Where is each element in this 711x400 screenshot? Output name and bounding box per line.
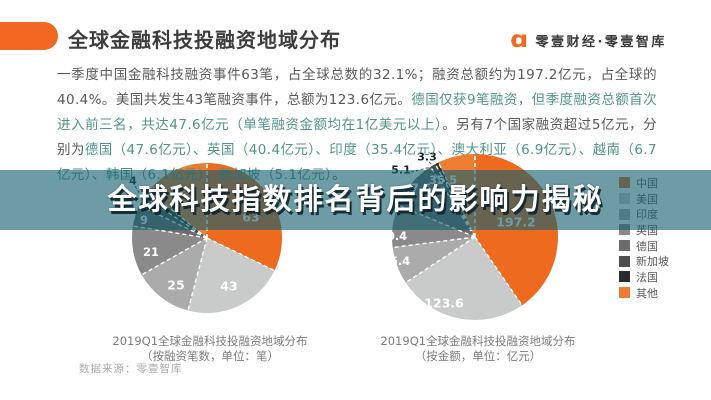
slice-divider: [187, 237, 208, 311]
legend-label: 其他: [636, 286, 658, 300]
legend-item: 其他: [619, 285, 669, 301]
legend-item: 新加坡: [619, 253, 669, 269]
pie-slice-印度: [392, 237, 475, 283]
header-bar: 全球金融科技投融资地域分布 ɑ 零壹财经·零壹智库: [0, 0, 711, 58]
pie-data-label: 25: [167, 278, 184, 293]
paragraph-text: 一季度中国金融科技融资事件63笔，占全球总数的32.1%；融资总额约为197.2…: [57, 67, 657, 108]
pie-data-label: 21: [143, 245, 159, 259]
pie-slice-印度: [141, 238, 207, 311]
legend-swatch: [619, 271, 630, 283]
right-chart-subtitle: （按金额，单位：亿元）: [414, 349, 542, 363]
pie-data-label: 3.3: [417, 151, 437, 164]
overlay-band: [0, 170, 711, 230]
right-chart-caption: 2019Q1全球金融科技投融资地域分布 （按金额，单位：亿元）: [358, 334, 598, 364]
overlay-headline: 全球科技指数排名背后的影响力揭秘: [107, 182, 604, 216]
page-title: 全球金融科技投融资地域分布: [68, 28, 341, 52]
legend-item: 德国: [619, 238, 669, 254]
left-chart-title: 2019Q1全球金融科技投融资地域分布: [112, 334, 308, 348]
brand-logo-icon: ɑ: [510, 27, 529, 53]
brand-lockup: ɑ 零壹财经·零壹智库: [510, 27, 667, 53]
legend-item: 法国: [619, 269, 669, 285]
data-source-note: 数据来源：零壹智库: [79, 363, 183, 375]
legend-label: 新加坡: [636, 255, 669, 269]
pie-data-label: 40.4: [379, 229, 407, 243]
legend-label: 德国: [636, 239, 658, 253]
legend-swatch: [619, 240, 630, 252]
brand-name: 零壹财经·零壹智库: [535, 34, 667, 50]
left-chart-caption: 2019Q1全球金融科技投融资地域分布 （按融资笔数，单位：笔）: [90, 334, 330, 364]
pie-data-label: 123.6: [424, 296, 464, 311]
pie-slice-英国: [132, 226, 207, 275]
pie-data-label: 35.4: [382, 254, 410, 268]
paragraph-highlight: 德国仅获9笔融资，但季度融资总额首次进入前三名，共达47.6亿元（单笔融资金额均…: [57, 92, 657, 133]
pie-slice-美国: [405, 237, 523, 321]
right-chart-title: 2019Q1全球金融科技投融资地域分布: [380, 334, 576, 348]
legend-swatch: [619, 287, 630, 299]
slice-divider: [132, 225, 208, 239]
legend-swatch: [619, 255, 630, 267]
pie-slice-美国: [187, 238, 275, 313]
legend-label: 法国: [636, 270, 658, 284]
label-leader-line: [428, 161, 437, 169]
title-accent-pill: [0, 22, 58, 50]
pie-data-label: 43: [220, 279, 237, 294]
slice-divider: [141, 237, 208, 276]
paragraph-text: 。另有7个国家融资超过5亿元，分别为: [57, 117, 657, 158]
label-leader-line: [410, 166, 432, 173]
left-chart-subtitle: （按融资笔数，单位：笔）: [141, 349, 279, 363]
slice-divider: [206, 237, 275, 272]
